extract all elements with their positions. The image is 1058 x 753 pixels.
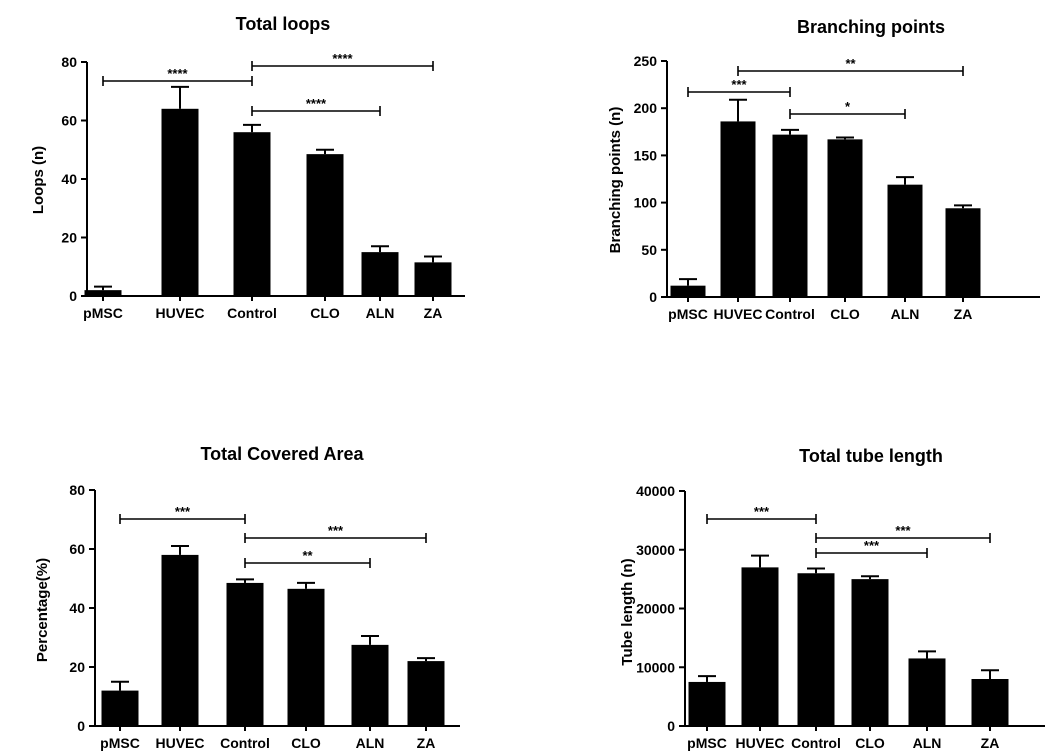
x-tick-label: Control: [220, 735, 270, 751]
x-tick-label: pMSC: [687, 735, 727, 751]
bar-control: [233, 132, 271, 296]
bar-pmsc: [688, 681, 726, 726]
y-tick-label: 60: [69, 541, 85, 557]
y-tick-label: 40000: [636, 483, 675, 499]
y-tick-label: 250: [634, 53, 658, 69]
significance-label: ****: [306, 96, 327, 111]
x-tick-label: CLO: [291, 735, 321, 751]
x-tick-label: HUVEC: [713, 306, 762, 322]
bar-za: [971, 679, 1009, 726]
significance-label: ***: [864, 538, 880, 553]
x-tick-label: pMSC: [100, 735, 140, 751]
bar-aln: [351, 644, 389, 726]
y-axis-label: Loops (n): [30, 146, 47, 214]
bar-za: [945, 208, 981, 297]
significance-label: ***: [175, 504, 191, 519]
bar-huvec: [741, 567, 779, 726]
bar-pmsc: [101, 690, 139, 726]
x-tick-label: ZA: [424, 305, 443, 321]
bar-za: [414, 262, 452, 296]
y-tick-label: 0: [77, 718, 85, 734]
bar-huvec: [161, 554, 199, 726]
bar-pmsc: [670, 285, 706, 297]
y-tick-label: 20: [69, 659, 85, 675]
chart-panel-3: Total Covered Area Percentage(%) 0 20 40 60 80…: [34, 444, 460, 751]
chart-title: Branching points: [797, 17, 945, 37]
y-tick-label: 200: [634, 100, 658, 116]
significance-label: **: [302, 548, 313, 563]
x-tick-label: ALN: [891, 306, 920, 322]
chart-panel-4: Total tube length Tube length (n) 0 10000 20…: [619, 446, 1045, 751]
x-tick-label: HUVEC: [735, 735, 784, 751]
x-tick-label: Control: [791, 735, 841, 751]
chart-title: Total Covered Area: [200, 444, 364, 464]
bar-aln: [908, 658, 946, 726]
significance-label: ***: [895, 523, 911, 538]
y-tick-label: 30000: [636, 542, 675, 558]
significance-label: *: [845, 99, 851, 114]
y-axis-label: Tube length (n): [619, 558, 636, 665]
y-tick-label: 10000: [636, 659, 675, 675]
chart-title: Total loops: [236, 14, 331, 34]
x-tick-label: Control: [227, 305, 277, 321]
bar-clo: [851, 579, 889, 726]
significance-label: ***: [328, 523, 344, 538]
x-tick-label: CLO: [310, 305, 340, 321]
bar-aln: [887, 184, 923, 297]
x-tick-label: pMSC: [83, 305, 123, 321]
significance-label: ***: [754, 504, 770, 519]
x-tick-label: Control: [765, 306, 815, 322]
significance-label: **: [845, 56, 856, 71]
bar-clo: [287, 588, 325, 726]
y-tick-label: 60: [61, 113, 77, 129]
significance-label: ***: [731, 77, 747, 92]
y-axis-label: Percentage(%): [34, 558, 51, 662]
x-tick-label: CLO: [830, 306, 860, 322]
bar-clo: [827, 139, 863, 297]
bar-control: [797, 573, 835, 726]
y-tick-label: 100: [634, 195, 658, 211]
y-tick-label: 150: [634, 147, 658, 163]
y-tick-label: 20: [61, 230, 77, 246]
x-tick-label: ZA: [954, 306, 973, 322]
y-axis-label: Branching points (n): [607, 107, 624, 254]
bar-control: [226, 582, 264, 726]
x-tick-label: HUVEC: [155, 735, 204, 751]
x-tick-label: CLO: [855, 735, 885, 751]
y-tick-label: 40: [69, 600, 85, 616]
bar-za: [407, 661, 445, 726]
chart-panel-2: Branching points Branching points (n) 0 50 1…: [607, 17, 1040, 322]
x-tick-label: HUVEC: [155, 305, 204, 321]
x-tick-label: ZA: [417, 735, 436, 751]
y-tick-label: 80: [61, 54, 77, 70]
chart-panel-1: Total loops Loops (n) 0 20 40 60 80 pMSC HUVEC Co…: [30, 14, 465, 321]
bar-aln: [361, 252, 399, 296]
bar-pmsc: [84, 290, 122, 296]
x-tick-label: ALN: [356, 735, 385, 751]
y-tick-label: 0: [69, 288, 77, 304]
x-tick-label: ALN: [913, 735, 942, 751]
bar-control: [772, 134, 808, 297]
x-tick-label: ALN: [366, 305, 395, 321]
bar-huvec: [720, 121, 756, 297]
significance-label: ****: [332, 51, 353, 66]
y-tick-label: 50: [641, 242, 657, 258]
bar-clo: [306, 154, 344, 296]
y-tick-label: 20000: [636, 601, 675, 617]
y-tick-label: 0: [649, 289, 657, 305]
y-tick-label: 0: [667, 718, 675, 734]
y-tick-label: 40: [61, 171, 77, 187]
bar-huvec: [161, 108, 199, 296]
x-tick-label: pMSC: [668, 306, 708, 322]
chart-title: Total tube length: [799, 446, 943, 466]
x-tick-label: ZA: [981, 735, 1000, 751]
significance-label: ****: [167, 66, 188, 81]
y-tick-label: 80: [69, 482, 85, 498]
